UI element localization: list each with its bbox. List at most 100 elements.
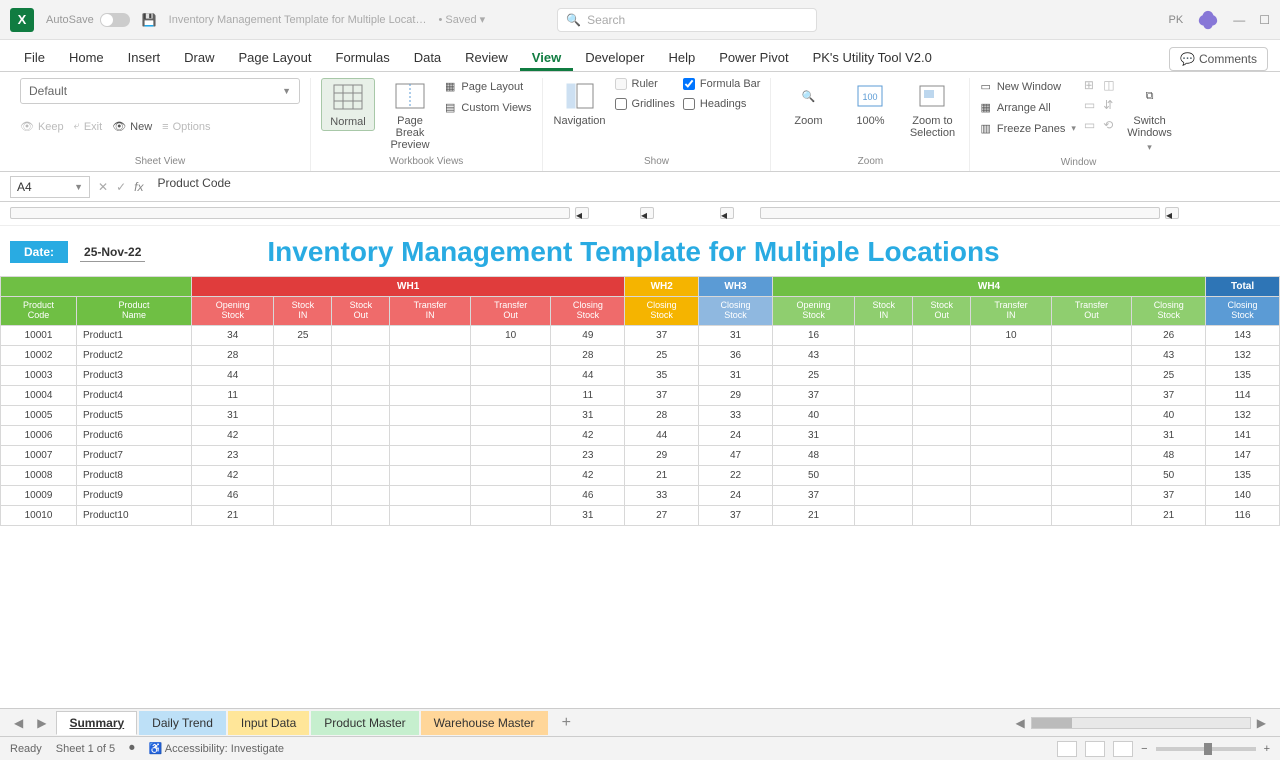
hide-icon[interactable]: ▭ xyxy=(1084,98,1095,112)
cell[interactable] xyxy=(332,385,390,405)
cell[interactable] xyxy=(1051,425,1132,445)
cell[interactable]: 21 xyxy=(625,465,699,485)
cell[interactable] xyxy=(855,365,913,385)
split-icon[interactable]: ⊞ xyxy=(1084,78,1095,92)
cell[interactable]: 42 xyxy=(192,425,274,445)
column-group-scroll[interactable]: ◂ ◂ ◂ ◂ xyxy=(0,202,1280,226)
table-row[interactable]: 10003Product3444435312525135 xyxy=(1,365,1280,385)
cell[interactable] xyxy=(470,405,551,425)
cell[interactable] xyxy=(390,405,471,425)
cell[interactable] xyxy=(913,505,971,525)
column-header[interactable]: ClosingStock xyxy=(551,297,625,326)
keep-button[interactable]: 👁Keep xyxy=(20,120,64,133)
cell[interactable]: 23 xyxy=(192,445,274,465)
page-break-view-icon[interactable] xyxy=(1113,741,1133,757)
cell[interactable]: 11 xyxy=(551,385,625,405)
cell[interactable]: 43 xyxy=(1132,345,1206,365)
cell[interactable] xyxy=(971,405,1052,425)
cell[interactable] xyxy=(1051,405,1132,425)
cell[interactable] xyxy=(470,485,551,505)
cell[interactable] xyxy=(971,485,1052,505)
cell[interactable]: 49 xyxy=(551,325,625,345)
column-header[interactable]: OpeningStock xyxy=(192,297,274,326)
cell[interactable] xyxy=(390,345,471,365)
tab-view[interactable]: View xyxy=(520,44,573,71)
cell[interactable]: 50 xyxy=(772,465,854,485)
headings-checkbox[interactable]: Headings xyxy=(683,98,761,110)
cell[interactable]: 132 xyxy=(1206,405,1280,425)
enter-icon[interactable]: ✓ xyxy=(116,180,126,194)
copilot-icon[interactable] xyxy=(1197,9,1219,31)
table-row[interactable]: 10007Product7232329474848147 xyxy=(1,445,1280,465)
cell[interactable] xyxy=(274,485,332,505)
cell[interactable] xyxy=(913,425,971,445)
cell[interactable]: 43 xyxy=(772,345,854,365)
worksheet-area[interactable]: Date: 25-Nov-22 Inventory Management Tem… xyxy=(0,226,1280,526)
cell[interactable]: 48 xyxy=(772,445,854,465)
tab-pk-s-utility-tool-v2-0[interactable]: PK's Utility Tool V2.0 xyxy=(801,44,944,71)
cell[interactable]: 37 xyxy=(625,385,699,405)
cell[interactable]: 147 xyxy=(1206,445,1280,465)
cell[interactable] xyxy=(1051,385,1132,405)
record-macro-icon[interactable]: ⏺ xyxy=(129,742,135,755)
options-button[interactable]: ≡Options xyxy=(162,120,210,133)
cell[interactable]: 10002 xyxy=(1,345,77,365)
cell[interactable]: 114 xyxy=(1206,385,1280,405)
cell[interactable]: 42 xyxy=(551,465,625,485)
cell[interactable] xyxy=(390,445,471,465)
cell[interactable] xyxy=(332,325,390,345)
cell[interactable] xyxy=(390,325,471,345)
cell[interactable] xyxy=(390,385,471,405)
arrange-all-button[interactable]: ▦Arrange All xyxy=(980,99,1075,116)
new-window-button[interactable]: ▭New Window xyxy=(980,78,1075,95)
cell[interactable] xyxy=(855,485,913,505)
cell[interactable]: 11 xyxy=(192,385,274,405)
comments-button[interactable]: 💬 Comments xyxy=(1169,47,1268,71)
cell[interactable]: 21 xyxy=(192,505,274,525)
column-header[interactable]: TransferIN xyxy=(971,297,1052,326)
cell[interactable]: 44 xyxy=(551,365,625,385)
cell[interactable]: Product7 xyxy=(76,445,191,465)
cell[interactable] xyxy=(1051,345,1132,365)
cell[interactable]: 24 xyxy=(699,425,773,445)
cell[interactable] xyxy=(470,505,551,525)
cell[interactable] xyxy=(274,425,332,445)
tab-review[interactable]: Review xyxy=(453,44,520,71)
cell[interactable] xyxy=(470,365,551,385)
cell[interactable]: 10007 xyxy=(1,445,77,465)
cell[interactable] xyxy=(913,465,971,485)
table-row[interactable]: 10005Product5313128334040132 xyxy=(1,405,1280,425)
sheet-view-dropdown[interactable]: Default ▼ xyxy=(20,78,300,104)
cell[interactable]: 10006 xyxy=(1,425,77,445)
cell[interactable]: 28 xyxy=(625,405,699,425)
cell[interactable] xyxy=(332,365,390,385)
cell[interactable] xyxy=(1051,325,1132,345)
tab-file[interactable]: File xyxy=(12,44,57,71)
tab-help[interactable]: Help xyxy=(656,44,707,71)
tab-data[interactable]: Data xyxy=(402,44,453,71)
cell[interactable]: 29 xyxy=(699,385,773,405)
cell[interactable] xyxy=(971,345,1052,365)
custom-views-button[interactable]: ▤Custom Views xyxy=(445,99,532,116)
column-header[interactable]: StockOut xyxy=(913,297,971,326)
horizontal-scrollbar[interactable]: ◀ ▶ xyxy=(1012,716,1270,730)
normal-view-button[interactable]: Normal xyxy=(321,78,375,131)
cell[interactable] xyxy=(1051,445,1132,465)
column-header[interactable]: OpeningStock xyxy=(772,297,854,326)
cell[interactable]: Product10 xyxy=(76,505,191,525)
cell[interactable]: Product5 xyxy=(76,405,191,425)
cell[interactable]: 35 xyxy=(625,365,699,385)
cell[interactable] xyxy=(390,465,471,485)
column-header[interactable]: TransferOut xyxy=(470,297,551,326)
cell[interactable] xyxy=(913,445,971,465)
cell[interactable]: Product2 xyxy=(76,345,191,365)
cell[interactable]: 50 xyxy=(1132,465,1206,485)
cell[interactable]: 22 xyxy=(699,465,773,485)
tab-nav-next[interactable]: ▶ xyxy=(33,716,50,730)
cell[interactable]: 33 xyxy=(699,405,773,425)
column-header[interactable]: StockIN xyxy=(855,297,913,326)
cell[interactable] xyxy=(855,445,913,465)
page-layout-button[interactable]: ▦Page Layout xyxy=(445,78,532,95)
cell[interactable] xyxy=(855,405,913,425)
cell[interactable]: 37 xyxy=(699,505,773,525)
